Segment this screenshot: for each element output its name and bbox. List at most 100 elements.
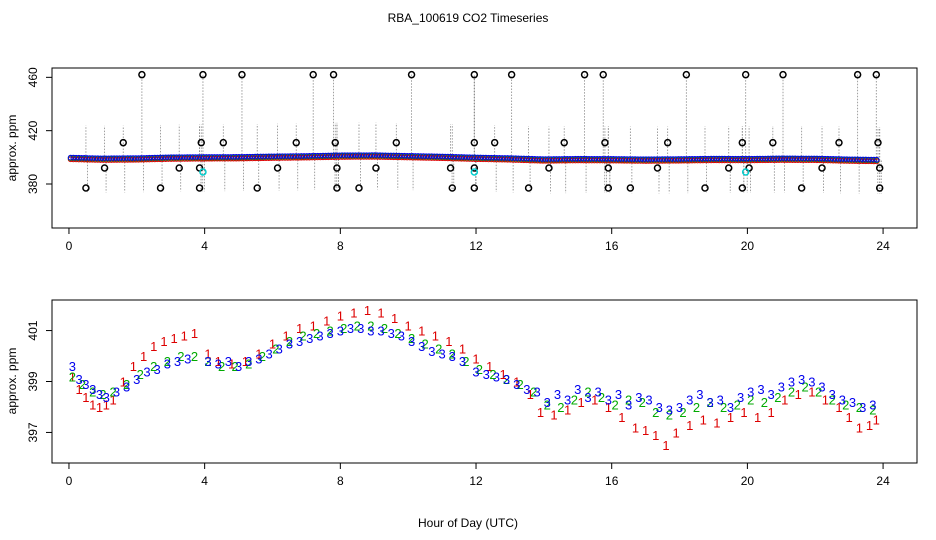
series-1-label: 1 <box>591 392 598 407</box>
bottom-x-tick-label: 20 <box>741 474 755 488</box>
series-1-label: 1 <box>527 387 534 402</box>
series-2-label: 2 <box>774 390 781 405</box>
series-3-label: 3 <box>276 341 283 356</box>
series-2-label: 2 <box>530 385 537 400</box>
series-2-label: 2 <box>79 377 86 392</box>
series-3-label: 3 <box>737 390 744 405</box>
raw-mid-point <box>292 138 300 147</box>
series-3-label: 3 <box>103 390 110 405</box>
series-3-label: 3 <box>367 324 374 339</box>
series-2-label: 2 <box>435 341 442 356</box>
series-2-label: 2 <box>218 359 225 374</box>
series-1-label: 1 <box>846 410 853 425</box>
series-3-label: 3 <box>398 329 405 344</box>
series-1-label: 1 <box>445 334 452 349</box>
series-3-label: 3 <box>89 382 96 397</box>
series-1-label: 1 <box>130 359 137 374</box>
series-1-label: 1 <box>472 352 479 367</box>
series-1-label: 1 <box>618 410 625 425</box>
raw-low-point <box>738 184 747 192</box>
raw-mid-point <box>331 138 339 147</box>
series-2-label: 2 <box>204 354 211 369</box>
raw-mid-point <box>738 138 747 147</box>
series-2-label: 2 <box>394 326 401 341</box>
series-3-label: 3 <box>533 385 540 400</box>
raw-mid-point <box>560 138 568 147</box>
series-2-label: 2 <box>422 336 429 351</box>
series-3-label: 3 <box>595 385 602 400</box>
top-x-tick-label: 24 <box>876 239 890 253</box>
series-2-label: 2 <box>449 346 456 361</box>
raw-mid-point <box>835 138 843 147</box>
raw-high-point <box>507 70 516 79</box>
series-1-label: 1 <box>120 375 127 390</box>
raw-mid-point <box>100 164 109 172</box>
series-3-label: 3 <box>523 382 530 397</box>
top-x-tick-label: 12 <box>469 239 483 253</box>
series-2-label: 2 <box>327 324 334 339</box>
raw-high-point <box>199 70 207 79</box>
series-1-label: 1 <box>69 369 76 384</box>
series-1-label: 1 <box>405 318 412 333</box>
series-1-label: 1 <box>282 329 289 344</box>
top-panel: 0 4 8 12 16 20 24 380 420 460 approx. ppm <box>5 67 918 253</box>
series-3-label: 3 <box>656 400 663 415</box>
series-3-label: 3 <box>123 380 130 395</box>
bottom-x-tick-label: 8 <box>337 474 344 488</box>
series-3-label: 3 <box>377 324 384 339</box>
bottom-y-axis: 397 399 401 <box>26 320 52 442</box>
series-1-label: 1 <box>537 405 544 420</box>
series-1-label: 1 <box>459 341 466 356</box>
series-2-label: 2 <box>544 397 551 412</box>
series-3-label: 3 <box>204 354 211 369</box>
series-1-label: 1 <box>550 408 557 423</box>
series-3-label: 3 <box>625 397 632 412</box>
series-3-label: 3 <box>666 403 673 418</box>
series-3-label: 3 <box>337 324 344 339</box>
series-3-label: 3 <box>829 387 836 402</box>
raw-high-point <box>580 70 589 79</box>
raw-mid-point <box>769 138 777 147</box>
top-plot-frame <box>51 67 918 229</box>
series-3-label: 3 <box>869 397 876 412</box>
series-1-label: 1 <box>740 405 747 420</box>
raw-low-point <box>253 184 261 192</box>
series-2-label: 2 <box>286 334 293 349</box>
series-1-label: 1 <box>391 311 398 326</box>
series-3-label: 3 <box>296 334 303 349</box>
series-3-label: 3 <box>472 364 479 379</box>
raw-high-point <box>138 70 146 79</box>
series-3-label: 3 <box>757 382 764 397</box>
bottom-y-axis-label: approx. ppm <box>5 348 19 415</box>
bottom-y-tick-label: 399 <box>26 371 40 391</box>
raw-low-point <box>355 184 363 192</box>
series-1-label: 1 <box>866 418 873 433</box>
series-1-label: 1 <box>310 318 317 333</box>
series-2-label: 2 <box>679 405 686 420</box>
raw-mid-point <box>333 164 341 172</box>
raw-low-point <box>82 184 90 192</box>
raw-low-point <box>333 184 341 192</box>
bottom-x-axis: 0 4 8 12 16 20 24 <box>66 463 890 488</box>
series-1-label: 1 <box>700 413 707 428</box>
raw-mid-point <box>604 164 613 172</box>
series-3-label: 3 <box>347 321 354 336</box>
raw-high-point <box>470 70 479 79</box>
raw-mid-point <box>119 138 127 147</box>
bottom-x-tick-label: 12 <box>469 474 483 488</box>
series-2-label: 2 <box>720 400 727 415</box>
series-3-label: 3 <box>215 357 222 372</box>
series-3-label: 3 <box>564 392 571 407</box>
series-1-label: 1 <box>82 390 89 405</box>
series-3-label: 3 <box>503 372 510 387</box>
series-1-label: 1 <box>296 321 303 336</box>
raw-mid-point <box>392 138 401 147</box>
series-1-label: 1 <box>513 375 520 390</box>
series-3-label: 3 <box>849 395 856 410</box>
series-3-label: 3 <box>286 336 293 351</box>
series-2-label: 2 <box>191 349 198 364</box>
raw-mid-point <box>372 164 380 172</box>
bottom-y-tick-label: 401 <box>26 320 40 340</box>
series-1-label: 1 <box>727 410 734 425</box>
series-2-label: 2 <box>761 395 768 410</box>
